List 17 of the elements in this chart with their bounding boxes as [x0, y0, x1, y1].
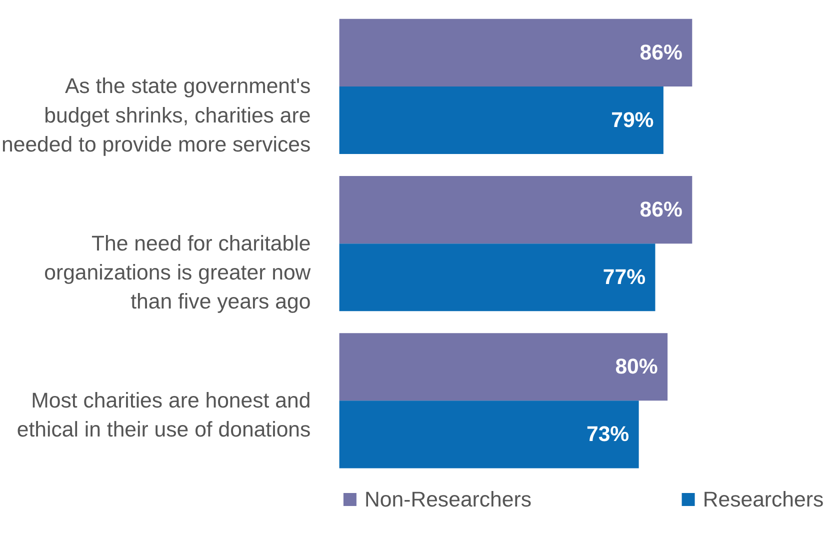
- data-label: 86%: [640, 198, 683, 222]
- y-tick-label: The need for charitable organizations is greater now than five years ago: [44, 231, 312, 314]
- data-label: 80%: [615, 354, 658, 379]
- data-label: 73%: [586, 422, 630, 446]
- legend-label: Researchers: [702, 487, 824, 512]
- bar: [339, 176, 692, 244]
- bar: [339, 244, 656, 312]
- bar: [339, 86, 664, 154]
- legend-label: Non-Researchers: [364, 487, 532, 512]
- data-label: 86%: [640, 40, 683, 64]
- y-tick-label: Most charities are honest and ethical in their use of donations: [16, 388, 311, 442]
- data-label: 77%: [602, 265, 646, 290]
- bar: [339, 18, 692, 86]
- data-label: 79%: [611, 108, 654, 132]
- bar: [339, 400, 639, 468]
- y-tick-label: As the state government's budget shrinks, charities are needed to provide more services: [1, 74, 311, 156]
- bar: [339, 333, 668, 401]
